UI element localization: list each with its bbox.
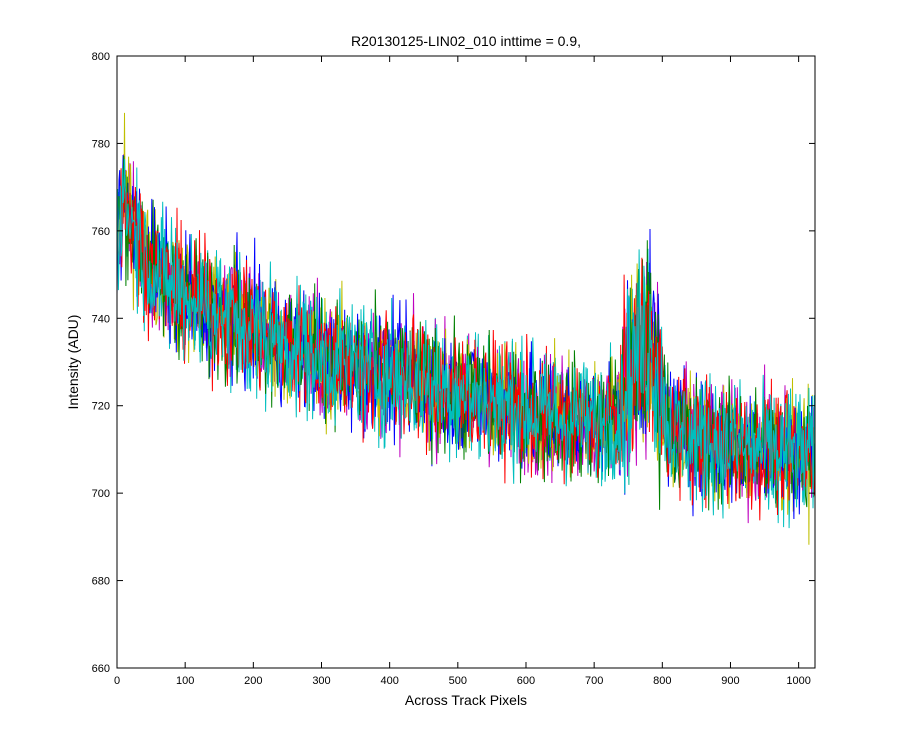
series-line [116,159,815,519]
y-tick-label: 700 [92,488,110,500]
x-tick-label: 1000 [786,675,810,687]
y-tick-label: 720 [92,401,110,413]
y-axis-ticks: 660 680 700 720 740 760 780 800 [92,51,815,675]
x-tick-label: 200 [244,675,262,687]
y-tick-label: 680 [92,576,110,588]
y-tick-label: 740 [92,313,110,325]
x-tick-label: 400 [380,675,398,687]
x-tick-label: 0 [114,675,120,687]
x-tick-label: 300 [312,675,330,687]
chart-title: R20130125-LIN02_010 inttime = 0.9, [351,33,581,49]
series-line [116,168,815,521]
y-tick-label: 660 [92,663,110,675]
series-line [116,155,815,511]
y-tick-label: 760 [92,226,110,238]
x-tick-label: 900 [721,675,739,687]
x-axis-ticks: 0 100 200 300 400 500 600 700 800 900 1000 [114,56,811,687]
y-tick-label: 780 [92,138,110,150]
axes-frame [116,55,816,669]
x-tick-label: 800 [653,675,671,687]
x-tick-label: 700 [585,675,603,687]
series-lines [116,112,815,545]
y-axis-label: Intensity (ADU) [65,315,81,410]
x-tick-label: 600 [517,675,535,687]
x-tick-label: 100 [176,675,194,687]
x-axis-label: Across Track Pixels [405,692,527,708]
x-tick-label: 500 [449,675,467,687]
y-tick-label: 800 [92,51,110,63]
